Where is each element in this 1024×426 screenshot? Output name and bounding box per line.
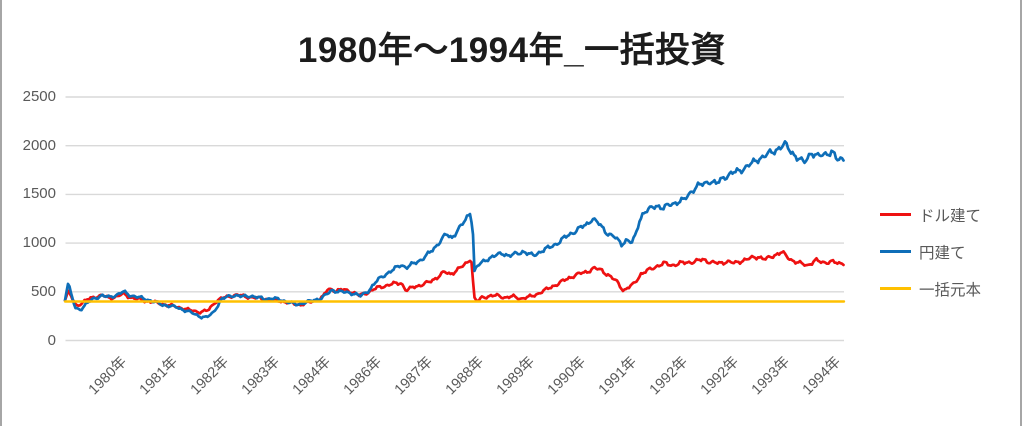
y-tick-label: 1000	[22, 234, 56, 252]
left-border	[0, 0, 2, 426]
y-tick-label: 2000	[22, 136, 56, 154]
legend-label: 円建て	[919, 244, 966, 262]
legend-label: ドル建て	[919, 207, 982, 225]
dollar-line-swatch-icon	[880, 213, 911, 216]
series-line-dollar[interactable]	[63, 250, 845, 315]
chart-title: 1980年〜1994年_一括投資	[297, 31, 727, 70]
legend-item-yen[interactable]: 円建て	[880, 233, 981, 270]
series-line-yen[interactable]	[63, 140, 845, 320]
y-tick-label: 0	[47, 331, 56, 349]
principal-line-swatch-icon	[880, 287, 911, 290]
legend-item-principal[interactable]: 一括元本	[880, 270, 981, 307]
y-tick-label: 2500	[22, 88, 56, 105]
legend-item-dollar[interactable]: ドル建て	[880, 196, 981, 233]
y-tick-label: 1500	[22, 185, 56, 203]
yen-line-swatch-icon	[880, 250, 911, 253]
legend-label: 一括元本	[919, 281, 982, 299]
right-border	[1020, 0, 1022, 426]
legend: ドル建て 円建て 一括元本	[880, 196, 981, 307]
y-tick-label: 500	[30, 282, 56, 300]
